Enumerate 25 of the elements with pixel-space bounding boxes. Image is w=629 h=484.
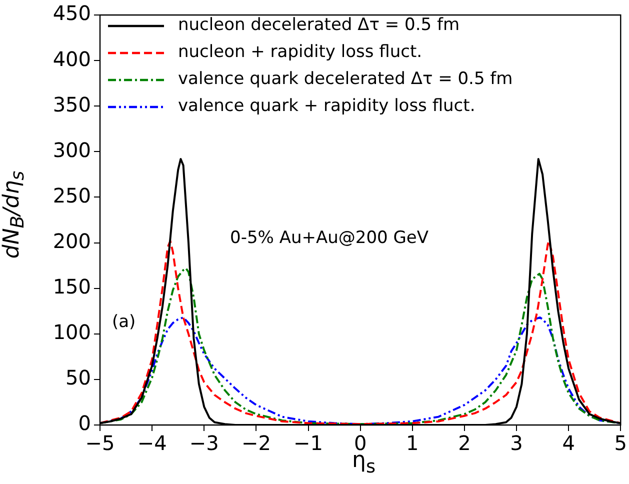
- legend-label: nucleon + rapidity loss fluct.: [178, 41, 422, 64]
- legend-label: valence quark decelerated Δτ = 0.5 fm: [178, 68, 513, 91]
- x-tick-label: −2: [241, 431, 271, 456]
- x-tick-label: −4: [137, 431, 167, 456]
- y-tick-label: 150: [52, 274, 91, 299]
- y-tick-label: 200: [52, 228, 91, 253]
- y-tick-label: 350: [52, 92, 91, 116]
- annotation: 0-5% Au+Au@200 GeV: [230, 228, 428, 248]
- y-tick-label: 300: [52, 138, 91, 162]
- y-tick-label: 450: [52, 1, 91, 26]
- legend-label: nucleon decelerated Δτ = 0.5 fm: [178, 14, 460, 37]
- x-tick-label: −1: [294, 431, 323, 456]
- x-tick-label: 1: [406, 431, 419, 456]
- y-tick-label: 400: [52, 46, 91, 71]
- annotation: (a): [112, 312, 136, 332]
- y-tick-label: 100: [52, 320, 91, 344]
- y-tick-label: 250: [52, 183, 91, 208]
- x-tick-label: 0: [354, 431, 367, 456]
- legend-label: valence quark + rapidity loss fluct.: [178, 95, 476, 118]
- x-tick-label: 4: [562, 431, 575, 456]
- x-tick-label: −3: [189, 431, 219, 456]
- x-tick-label: 5: [614, 431, 628, 456]
- y-tick-label: 50: [66, 366, 91, 390]
- x-tick-label: 3: [510, 431, 523, 456]
- x-tick-label: 2: [458, 431, 471, 456]
